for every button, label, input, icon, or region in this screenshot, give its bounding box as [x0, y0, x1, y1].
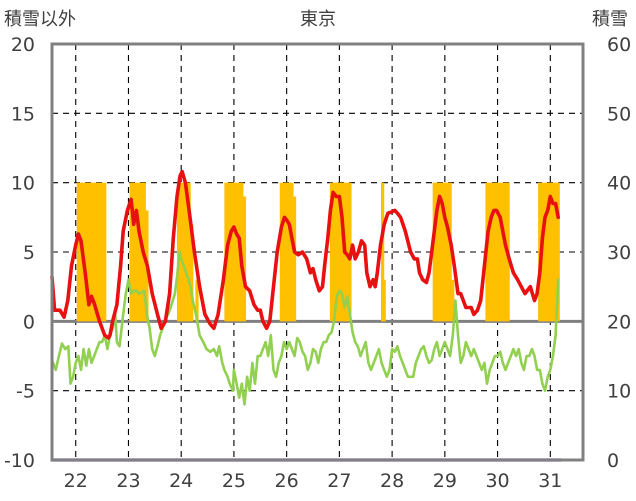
right-tick-label: 50 — [607, 103, 631, 125]
snow-bar — [335, 182, 339, 322]
snow-bar — [551, 182, 555, 322]
x-tick-label: 27 — [327, 470, 351, 492]
left-tick-label: 0 — [23, 311, 35, 333]
snow-bar — [95, 182, 99, 322]
left-tick-label: 15 — [11, 103, 35, 125]
right-tick-label: 10 — [607, 381, 631, 403]
snow-bar — [97, 182, 102, 322]
snow-bar — [332, 182, 336, 322]
right-tick-label: 60 — [607, 34, 631, 56]
snow-bar — [179, 182, 183, 322]
left-tick-label: 20 — [11, 34, 35, 56]
snow-bar — [89, 182, 94, 322]
snow-bar — [498, 182, 502, 322]
x-tick-label: 22 — [64, 470, 88, 492]
x-tick-label: 25 — [222, 470, 246, 492]
x-tick-label: 31 — [538, 470, 562, 492]
left-tick-label: -10 — [4, 450, 35, 472]
snow-bar — [76, 182, 80, 322]
x-tick-label: 26 — [275, 470, 299, 492]
snow-bar — [195, 279, 199, 322]
right-tick-label: 0 — [607, 450, 619, 472]
right-tick-label: 40 — [607, 173, 631, 195]
snow-bar — [503, 182, 508, 322]
snow-bar — [137, 182, 141, 322]
snow-bar — [132, 182, 136, 322]
right-tick-label: 30 — [607, 242, 631, 264]
snow-bar — [340, 182, 344, 322]
snow-bar — [184, 182, 189, 322]
snow-bar — [134, 182, 138, 322]
snow-bar — [495, 182, 500, 322]
snow-bar — [556, 182, 560, 322]
snow-bar — [242, 196, 247, 322]
left-axis-label: 積雪以外 — [4, 9, 76, 30]
snow-bar — [546, 182, 550, 322]
snow-bar — [435, 182, 439, 322]
left-tick-label: 10 — [11, 173, 35, 195]
snow-bar — [290, 182, 294, 322]
snow-bar — [337, 182, 342, 322]
x-tick-label: 23 — [116, 470, 140, 492]
snow-bar — [382, 279, 386, 322]
snow-bar — [437, 182, 442, 322]
plot-frame — [50, 42, 585, 462]
snow-bar — [493, 182, 497, 322]
snow-bar — [287, 182, 291, 322]
snow-bar — [100, 182, 104, 322]
snow-bar — [443, 182, 447, 322]
snow-bar — [84, 182, 88, 322]
snow-bar — [234, 182, 239, 322]
snow-bar — [232, 182, 236, 322]
snow-bar — [548, 182, 552, 322]
snow-bar — [432, 182, 436, 322]
snow-bar — [292, 196, 297, 322]
snow-bar — [190, 224, 194, 322]
x-tick-label: 24 — [169, 470, 193, 492]
snow-bar — [285, 182, 289, 322]
left-axis-ticks: 20 15 10 5 0 -5 -10 — [4, 34, 35, 472]
snow-bar — [440, 182, 444, 322]
snow-bar — [345, 182, 349, 322]
snow-bar — [279, 182, 283, 322]
snow-bar — [129, 182, 133, 322]
snow-bar — [490, 182, 494, 322]
snow-bar — [553, 182, 558, 322]
right-tick-label: 20 — [607, 311, 631, 333]
x-axis-ticks: 22 23 24 25 26 27 28 29 30 31 — [64, 470, 563, 492]
chart-title: 東京 — [300, 9, 336, 30]
left-tick-label: -5 — [16, 381, 35, 403]
snow-bar — [451, 279, 455, 322]
snow-bar — [445, 182, 450, 322]
snow-bar — [543, 182, 547, 322]
snow-bar — [282, 182, 286, 322]
x-tick-label: 28 — [380, 470, 404, 492]
snow-bar — [92, 182, 96, 322]
snow-bar — [103, 182, 107, 322]
snow-bar — [501, 182, 505, 322]
snow-bar — [187, 182, 191, 322]
right-axis-ticks: 60 50 40 30 20 10 0 — [607, 34, 631, 472]
snow-bar — [448, 182, 452, 322]
snow-bar — [87, 182, 91, 322]
snow-bar — [229, 182, 233, 322]
x-tick-label: 30 — [485, 470, 509, 492]
snow-bar — [227, 182, 231, 322]
snow-bar — [381, 182, 385, 322]
red-series-line — [50, 169, 560, 340]
x-tick-label: 29 — [433, 470, 457, 492]
left-tick-label: 5 — [23, 242, 35, 264]
green-series-line — [50, 250, 560, 406]
snow-bar — [488, 182, 492, 322]
snow-bar — [329, 182, 334, 322]
right-axis-label: 積雪 — [592, 9, 628, 30]
series-lines — [50, 169, 563, 462]
snow-bar — [182, 182, 186, 322]
